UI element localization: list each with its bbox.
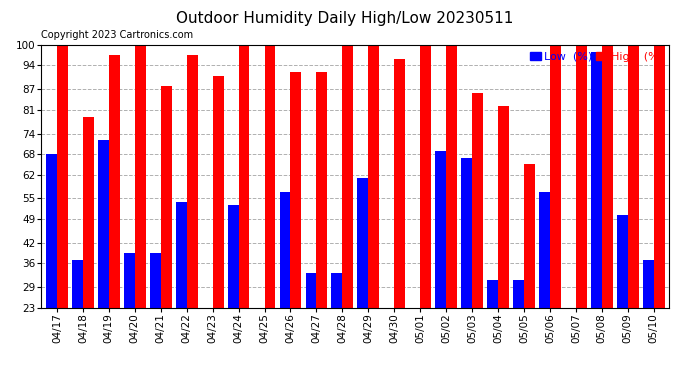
Bar <box>176 202 187 375</box>
Bar <box>187 55 197 375</box>
Bar <box>653 45 664 375</box>
Bar <box>213 76 224 375</box>
Bar <box>161 86 172 375</box>
Bar <box>109 55 120 375</box>
Bar <box>539 192 550 375</box>
Bar <box>306 273 317 375</box>
Legend: Low  (%), High  (%): Low (%), High (%) <box>529 51 664 63</box>
Bar <box>591 52 602 375</box>
Bar <box>357 178 368 375</box>
Bar <box>264 45 275 375</box>
Bar <box>420 45 431 375</box>
Bar <box>331 273 342 375</box>
Bar <box>342 45 353 375</box>
Bar <box>513 280 524 375</box>
Bar <box>228 205 239 375</box>
Bar <box>279 192 290 375</box>
Bar <box>472 93 483 375</box>
Bar <box>317 72 327 375</box>
Bar <box>254 308 264 375</box>
Bar <box>72 260 83 375</box>
Bar <box>57 45 68 375</box>
Bar <box>384 308 394 375</box>
Bar <box>124 253 135 375</box>
Bar <box>498 106 509 375</box>
Bar <box>602 45 613 375</box>
Bar <box>617 216 628 375</box>
Bar <box>46 154 57 375</box>
Bar <box>201 308 213 375</box>
Bar <box>550 45 561 375</box>
Bar <box>524 164 535 375</box>
Bar <box>239 45 250 375</box>
Bar <box>150 253 161 375</box>
Bar <box>643 260 653 375</box>
Bar <box>98 141 109 375</box>
Bar <box>290 72 302 375</box>
Bar <box>576 45 586 375</box>
Bar <box>435 151 446 375</box>
Bar <box>461 158 472 375</box>
Bar <box>446 45 457 375</box>
Bar <box>83 117 94 375</box>
Text: Outdoor Humidity Daily High/Low 20230511: Outdoor Humidity Daily High/Low 20230511 <box>177 11 513 26</box>
Bar <box>628 45 639 375</box>
Bar <box>409 308 420 375</box>
Bar <box>135 45 146 375</box>
Text: Copyright 2023 Cartronics.com: Copyright 2023 Cartronics.com <box>41 30 193 40</box>
Bar <box>394 58 405 375</box>
Bar <box>487 280 498 375</box>
Bar <box>565 308 576 375</box>
Bar <box>368 45 380 375</box>
